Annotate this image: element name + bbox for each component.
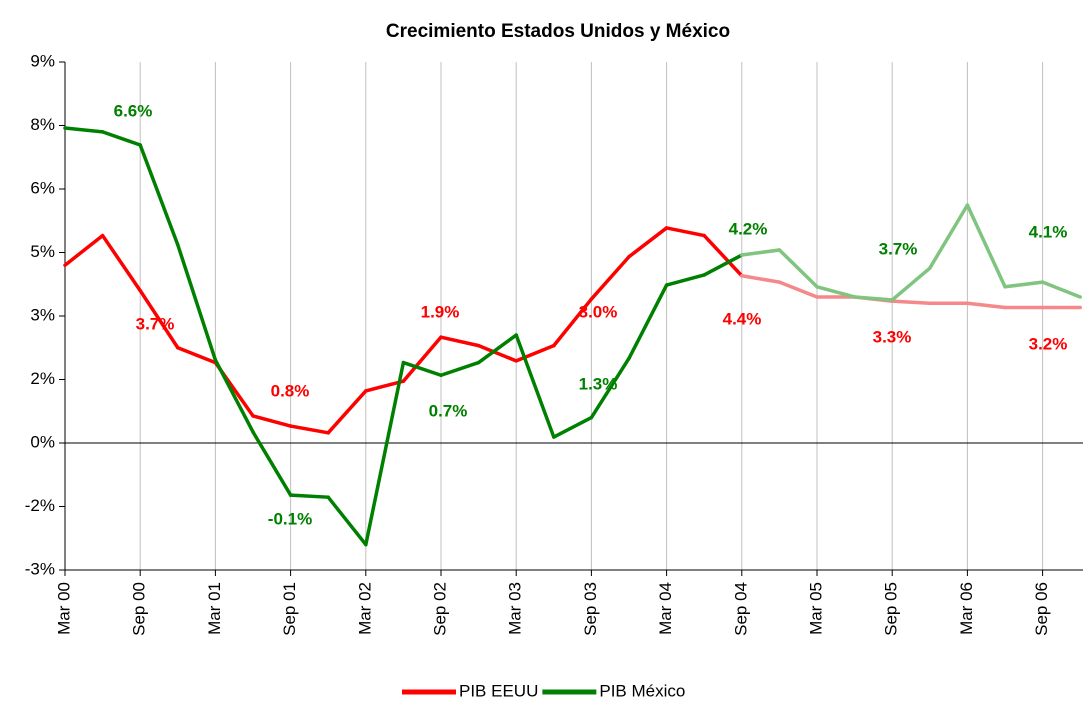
data-label: 1.3% [579,374,618,393]
x-tick-label: Sep 02 [430,582,449,636]
legend-label: PIB México [599,681,685,700]
y-tick-label: 8% [30,115,55,134]
y-tick-label: -2% [25,496,55,515]
data-label: 6.6% [114,101,153,120]
line-segment [476,343,518,363]
line-segment [702,233,744,278]
line-segment [476,333,518,365]
line-segment [364,360,406,547]
line-segment [514,343,556,363]
y-tick-label: 3% [30,305,55,324]
y-tick-label: -3% [25,559,55,578]
data-label: 4.1% [1029,222,1068,241]
data-label: 0.7% [429,401,468,420]
chart-title: Crecimiento Estados Unidos y México [386,21,730,42]
line-segment [401,360,443,378]
x-tick-label: Mar 03 [506,582,525,635]
line-segment [815,285,857,299]
x-tick-label: Mar 05 [806,582,825,635]
line-segment [740,274,782,284]
line-segment [552,297,594,348]
y-tick-label: 9% [30,51,55,70]
data-label: 4.4% [723,309,762,328]
data-label: 1.9% [421,302,460,321]
line-segment [63,126,105,134]
line-segment [176,346,218,365]
line-segment [100,130,142,147]
data-label: 0.8% [271,381,310,400]
line-segment [439,335,481,348]
line-segment [288,424,330,435]
line-segment [63,233,105,267]
legend-label: PIB EEUU [459,681,538,700]
line-segment [664,226,706,238]
x-tick-label: Sep 03 [581,582,600,636]
line-segment [326,389,368,435]
line-segment [138,143,180,247]
x-tick-label: Mar 02 [355,582,374,635]
line-segment [439,360,481,378]
line-segment [1040,280,1082,299]
y-tick-label: 5% [30,242,55,261]
data-label: -0.1% [268,509,312,528]
y-tick-label: 0% [30,432,55,451]
x-tick-label: Mar 01 [205,582,224,635]
x-tick-label: Sep 01 [280,582,299,636]
line-segment [627,283,669,361]
line-segment [364,379,406,393]
x-tick-label: Sep 06 [1032,582,1051,636]
line-segment [664,273,706,287]
line-segment [702,253,744,277]
line-segment [589,356,631,420]
line-segment [514,333,556,439]
line-segment [890,266,932,302]
line-segment [552,415,594,439]
line-segment [100,233,142,293]
line-segment [138,288,180,350]
line-segment [928,203,970,270]
x-tick-label: Sep 05 [882,582,901,636]
data-label: 3.3% [873,327,912,346]
data-label: 3.7% [879,239,918,258]
line-segment [1003,280,1045,289]
line-segment [589,254,631,301]
y-tick-label: 2% [30,369,55,388]
x-tick-label: Sep 04 [731,582,750,636]
data-label: 3.2% [1029,334,1068,353]
x-tick-label: Mar 04 [656,582,675,635]
line-segment [213,358,255,434]
line-segment [627,226,669,259]
data-label: 4.2% [729,219,768,238]
line-segment [326,495,368,547]
line-segment [176,243,218,362]
line-segment [251,414,293,428]
x-tick-label: Sep 00 [130,582,149,636]
line-segment [777,248,819,289]
line-segment [251,430,293,497]
line-segment [777,280,819,299]
line-segment [288,493,330,499]
x-tick-label: Mar 06 [957,582,976,635]
line-segment [890,299,932,306]
data-label: 3.0% [579,302,618,321]
line-segment [965,203,1007,289]
data-label: 3.7% [136,314,175,333]
line-segment [740,248,782,257]
x-tick-label: Mar 00 [54,582,73,635]
line-segment [401,335,443,383]
line-segment [965,301,1007,310]
line-segment [852,295,894,302]
y-tick-label: 6% [30,178,55,197]
